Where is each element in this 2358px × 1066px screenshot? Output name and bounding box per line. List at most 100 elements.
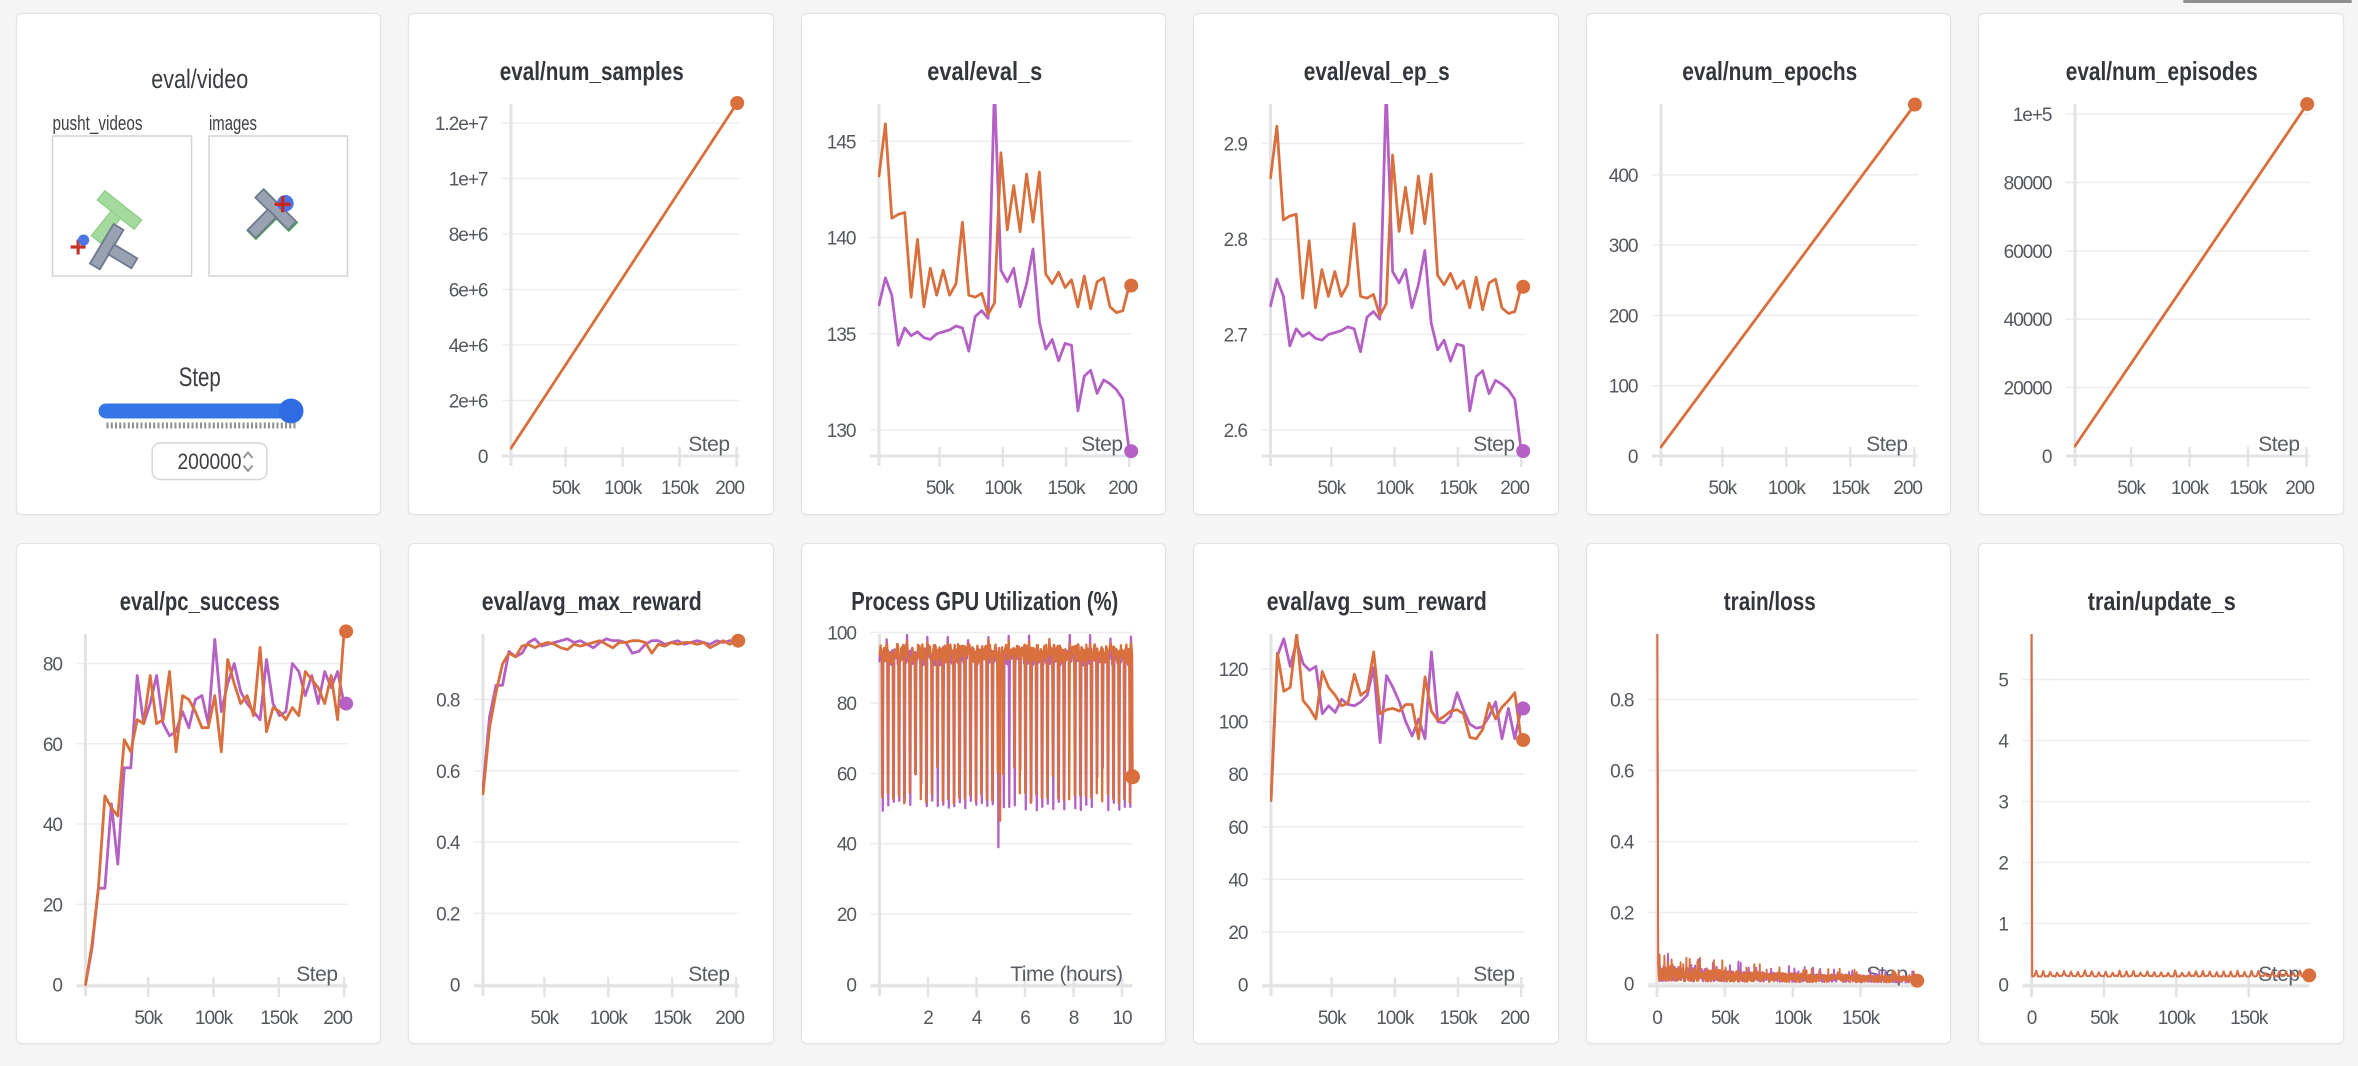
svg-text:0: 0 [1238,975,1248,996]
svg-text:120: 120 [1219,660,1248,681]
svg-text:200: 200 [323,1008,352,1029]
svg-text:80: 80 [42,654,62,675]
svg-text:images: images [209,113,257,135]
svg-text:2.8: 2.8 [1224,230,1248,251]
svg-text:3: 3 [1998,792,2008,813]
svg-text:4: 4 [971,1008,982,1029]
svg-text:2.7: 2.7 [1224,326,1248,347]
svg-text:eval/video: eval/video [151,64,248,94]
svg-text:200: 200 [1893,478,1922,499]
svg-text:Process GPU Utilization (%): Process GPU Utilization (%) [851,586,1118,616]
svg-text:10: 10 [1112,1008,1132,1029]
svg-text:50k: 50k [1708,478,1737,499]
svg-text:20: 20 [836,905,856,926]
svg-text:100: 100 [827,623,856,644]
svg-text:0: 0 [1998,975,2008,996]
svg-text:100k: 100k [590,1008,629,1029]
svg-text:200000: 200000 [177,449,241,474]
svg-text:150k: 150k [661,478,700,499]
svg-text:50k: 50k [2090,1008,2119,1029]
svg-text:0.6: 0.6 [1610,761,1634,782]
svg-text:0.6: 0.6 [436,761,460,782]
svg-text:150k: 150k [2230,1008,2269,1029]
svg-text:40000: 40000 [2004,310,2052,331]
svg-text:Step: Step [2258,433,2299,456]
svg-text:Step: Step [1081,433,1122,456]
svg-text:50k: 50k [925,478,954,499]
svg-text:100k: 100k [1376,478,1415,499]
svg-text:200: 200 [2285,478,2314,499]
svg-text:100k: 100k [194,1008,233,1029]
svg-text:5: 5 [1998,670,2008,691]
svg-text:1e+5: 1e+5 [2013,105,2052,126]
svg-text:0: 0 [2042,447,2052,468]
svg-text:150k: 150k [1841,1008,1880,1029]
svg-text:60: 60 [42,734,62,755]
svg-text:eval/avg_sum_reward: eval/avg_sum_reward [1267,586,1487,616]
svg-text:150k: 150k [2229,478,2268,499]
svg-text:50k: 50k [1711,1008,1740,1029]
svg-text:Step: Step [178,362,220,392]
svg-text:135: 135 [826,325,855,346]
svg-text:100k: 100k [1376,1008,1415,1029]
svg-text:0.2: 0.2 [1610,903,1634,924]
svg-text:100k: 100k [604,478,643,499]
svg-text:0.4: 0.4 [1610,832,1635,853]
svg-text:145: 145 [826,132,855,153]
svg-text:0: 0 [2027,1008,2037,1029]
svg-text:150k: 150k [1831,478,1870,499]
svg-text:300: 300 [1608,236,1637,257]
svg-text:100k: 100k [1774,1008,1813,1029]
svg-text:50k: 50k [552,478,581,499]
svg-text:200: 200 [715,1008,744,1029]
svg-text:150k: 150k [260,1008,299,1029]
svg-text:Step: Step [1473,963,1514,986]
svg-text:200: 200 [715,478,744,499]
svg-text:4: 4 [1998,731,2009,752]
svg-text:200: 200 [1108,478,1137,499]
svg-text:4e+6: 4e+6 [449,336,488,357]
svg-text:80000: 80000 [2004,173,2052,194]
svg-text:100k: 100k [1767,478,1806,499]
svg-text:eval/eval_s: eval/eval_s [927,56,1042,86]
svg-text:100: 100 [1608,377,1637,398]
svg-text:train/update_s: train/update_s [2088,586,2236,616]
svg-text:eval/num_episodes: eval/num_episodes [2066,56,2258,86]
svg-text:Step: Step [688,963,729,986]
svg-text:2: 2 [923,1008,933,1029]
svg-text:pusht_videos: pusht_videos [52,113,142,135]
svg-text:2.9: 2.9 [1224,135,1248,156]
svg-text:80: 80 [836,693,856,714]
svg-text:eval/num_epochs: eval/num_epochs [1682,56,1857,86]
svg-text:100k: 100k [2171,478,2210,499]
svg-text:50k: 50k [1317,478,1346,499]
svg-text:0.2: 0.2 [436,904,460,925]
svg-text:0: 0 [52,975,62,996]
svg-text:6: 6 [1020,1008,1030,1029]
svg-text:100k: 100k [984,478,1023,499]
svg-text:40: 40 [1228,870,1248,891]
svg-text:0: 0 [478,447,488,468]
svg-text:150k: 150k [1047,478,1086,499]
svg-text:6e+6: 6e+6 [449,281,488,302]
svg-text:8: 8 [1068,1008,1078,1029]
svg-text:50k: 50k [531,1008,560,1029]
svg-text:100: 100 [1219,712,1248,733]
svg-text:200: 200 [1500,478,1529,499]
svg-text:Time (hours): Time (hours) [1010,963,1122,986]
svg-text:150k: 150k [1439,478,1478,499]
svg-text:150k: 150k [654,1008,693,1029]
svg-text:150k: 150k [1439,1008,1478,1029]
svg-text:eval/pc_success: eval/pc_success [119,586,279,616]
svg-text:20: 20 [1228,922,1248,943]
svg-text:1e+7: 1e+7 [449,170,488,191]
svg-text:1: 1 [1998,914,2008,935]
svg-text:60: 60 [836,764,856,785]
svg-text:50k: 50k [1318,1008,1347,1029]
svg-text:Step: Step [1866,433,1907,456]
svg-text:8e+6: 8e+6 [449,225,488,246]
svg-text:0: 0 [846,975,856,996]
svg-text:0: 0 [1652,1008,1662,1029]
svg-text:2.6: 2.6 [1224,421,1248,442]
svg-text:20: 20 [42,895,62,916]
